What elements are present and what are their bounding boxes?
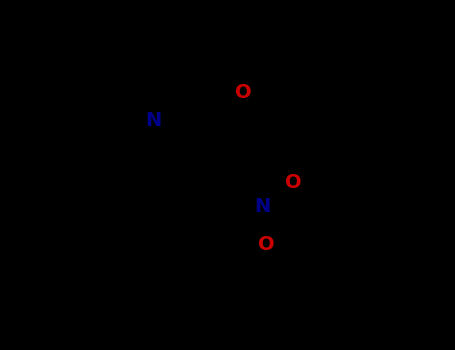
Text: O: O xyxy=(258,236,275,254)
Text: O: O xyxy=(285,173,302,192)
Text: N: N xyxy=(146,111,162,130)
Text: O: O xyxy=(235,83,251,102)
Text: N: N xyxy=(254,197,271,216)
